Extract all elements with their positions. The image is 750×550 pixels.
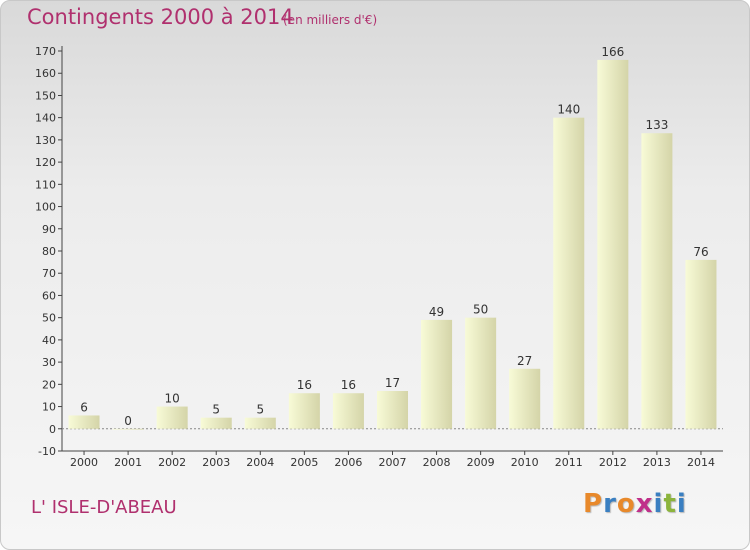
x-tick-label-2014: 2014: [687, 456, 715, 469]
logo-letter: t: [663, 489, 677, 519]
bar-2002: [156, 406, 188, 429]
x-tick-label-2001: 2001: [114, 456, 142, 469]
y-tick-label: 60: [42, 289, 56, 302]
bar-2014: [685, 259, 717, 429]
y-tick-label: 70: [42, 267, 56, 280]
bar-2006: [332, 393, 364, 429]
x-tick-label-2013: 2013: [643, 456, 671, 469]
data-label-2010: 27: [517, 354, 532, 368]
x-tick-label-2002: 2002: [158, 456, 186, 469]
y-tick-label: 50: [42, 312, 56, 325]
bar-2009: [465, 317, 497, 429]
logo-letter: i: [653, 489, 664, 519]
bar-2013: [641, 133, 673, 429]
data-label-2009: 50: [473, 303, 488, 317]
data-label-2011: 140: [557, 103, 580, 117]
x-tick-label-2010: 2010: [511, 456, 539, 469]
data-label-2012: 166: [601, 45, 624, 59]
data-label-2008: 49: [429, 305, 444, 319]
data-label-2003: 5: [212, 403, 220, 417]
bar-2004: [244, 417, 276, 429]
bar-2011: [553, 117, 585, 429]
y-tick-label: 0: [49, 423, 56, 436]
logo-letter: i: [676, 489, 687, 519]
x-tick-label-2008: 2008: [423, 456, 451, 469]
data-label-2000: 6: [80, 400, 88, 414]
logo-letter: r: [603, 489, 617, 519]
data-label-2004: 5: [256, 403, 264, 417]
data-label-2013: 133: [645, 118, 668, 132]
bar-2007: [377, 391, 408, 429]
y-tick-label: 140: [35, 112, 56, 125]
commune-name: L' ISLE-D'ABEAU: [31, 497, 177, 518]
y-tick-label: 10: [42, 401, 56, 414]
y-tick-label: 170: [35, 45, 56, 58]
x-tick-label-2009: 2009: [467, 456, 495, 469]
bar-2005: [288, 393, 320, 429]
y-tick-label: 30: [42, 356, 56, 369]
y-tick-label: 80: [42, 245, 56, 258]
logo-letter: o: [616, 489, 636, 519]
y-tick-label: 150: [35, 89, 56, 102]
y-tick-label: 90: [42, 223, 56, 236]
x-tick-label-2012: 2012: [599, 456, 627, 469]
x-tick-label-2000: 2000: [70, 456, 98, 469]
y-tick-label: 130: [35, 134, 56, 147]
proxiti-logo: Proxiti: [583, 489, 687, 519]
y-tick-label: 100: [35, 201, 56, 214]
bar-2000: [68, 415, 100, 429]
chart-title: Contingents 2000 à 2014: [27, 5, 294, 29]
x-tick-label-2011: 2011: [555, 456, 583, 469]
bar-2008: [421, 319, 453, 429]
x-tick-label-2003: 2003: [202, 456, 230, 469]
data-label-2014: 76: [693, 245, 708, 259]
data-label-2007: 17: [385, 376, 400, 390]
y-tick-label: 160: [35, 67, 56, 80]
data-label-2006: 16: [341, 378, 356, 392]
y-tick-label: -10: [38, 445, 56, 458]
bar-2003: [200, 417, 232, 429]
chart-subtitle: (en milliers d'€): [283, 13, 378, 27]
bar-2001: [112, 428, 144, 430]
y-tick-label: 20: [42, 378, 56, 391]
data-label-2002: 10: [165, 392, 180, 406]
bar-2012: [597, 59, 629, 429]
logo-letter: P: [583, 489, 604, 519]
x-tick-label-2007: 2007: [379, 456, 407, 469]
y-tick-label: 120: [35, 156, 56, 169]
x-tick-label-2005: 2005: [290, 456, 318, 469]
logo-letter: x: [635, 489, 654, 519]
y-tick-label: 110: [35, 178, 56, 191]
x-tick-label-2006: 2006: [334, 456, 362, 469]
data-label-2001: 0: [124, 414, 132, 428]
x-tick-label-2004: 2004: [246, 456, 274, 469]
bar-2010: [509, 368, 541, 429]
y-tick-label: 40: [42, 334, 56, 347]
data-label-2005: 16: [297, 378, 312, 392]
